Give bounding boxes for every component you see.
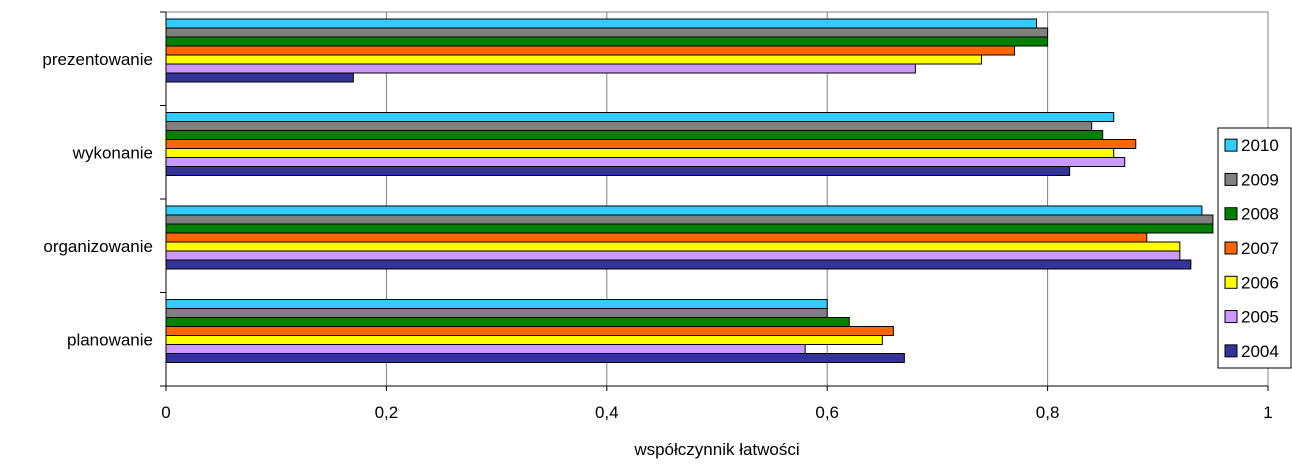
- bar: [165, 308, 828, 318]
- legend-swatch: [1224, 241, 1238, 255]
- bar: [165, 18, 1038, 29]
- legend-label: 2008: [1241, 205, 1279, 224]
- bar: [165, 232, 1148, 243]
- legend-label: 2007: [1241, 239, 1279, 258]
- bar: [165, 54, 982, 65]
- bar: [165, 139, 1137, 149]
- legend-label: 2010: [1241, 136, 1279, 155]
- bar: [165, 241, 1181, 252]
- bar: [165, 299, 828, 309]
- bar: [165, 250, 1181, 261]
- bar: [165, 166, 1071, 176]
- bar: [165, 27, 1049, 38]
- y-tick-label: wykonanie: [72, 143, 153, 162]
- bar: [165, 353, 905, 363]
- bar: [165, 223, 1214, 234]
- bar: [165, 148, 1115, 158]
- legend-swatch: [1224, 207, 1238, 221]
- legend-swatch: [1224, 138, 1238, 152]
- x-axis-title: współczynnik łatwości: [633, 440, 799, 459]
- legend-label: 2005: [1241, 308, 1279, 327]
- bar: [165, 72, 354, 83]
- bar: [165, 326, 894, 336]
- legend: 2010 2009 2008 2007 2006 2005 2004: [1217, 127, 1292, 369]
- legend-label: 2004: [1241, 342, 1279, 361]
- bar: [165, 121, 1093, 131]
- legend-label: 2006: [1241, 273, 1279, 292]
- bar: [165, 36, 1049, 47]
- bar: [165, 335, 883, 345]
- x-tick-label: 0,6: [815, 403, 839, 422]
- bar: [165, 259, 1192, 270]
- bar: [165, 63, 916, 74]
- bar: [165, 214, 1214, 225]
- bar: [165, 45, 1016, 56]
- x-tick-label: 0,4: [595, 403, 619, 422]
- x-axis-ticks: 0 0,2 0,4 0,6 0,8 1: [161, 386, 1273, 422]
- y-axis-ticks: prezentowanie wykonanie organizowanie plano…: [42, 11, 166, 387]
- bars-group: [165, 18, 1214, 363]
- bar: [165, 205, 1203, 216]
- x-tick-label: 0,8: [1036, 403, 1060, 422]
- legend-swatch: [1224, 172, 1238, 186]
- x-tick-label: 0,2: [375, 403, 399, 422]
- bar: [165, 112, 1115, 122]
- y-tick-label: organizowanie: [43, 237, 153, 256]
- bar: [165, 157, 1126, 167]
- x-tick-label: 1: [1263, 403, 1272, 422]
- legend-swatch: [1224, 275, 1238, 289]
- bar: [165, 317, 850, 327]
- y-tick-label: prezentowanie: [42, 50, 153, 69]
- y-tick-label: planowanie: [67, 330, 153, 349]
- bar: [165, 130, 1104, 140]
- x-tick-label: 0: [161, 403, 170, 422]
- legend-swatch: [1224, 344, 1238, 358]
- legend-label: 2009: [1241, 170, 1279, 189]
- bar: [165, 344, 806, 354]
- legend-swatch: [1224, 310, 1238, 324]
